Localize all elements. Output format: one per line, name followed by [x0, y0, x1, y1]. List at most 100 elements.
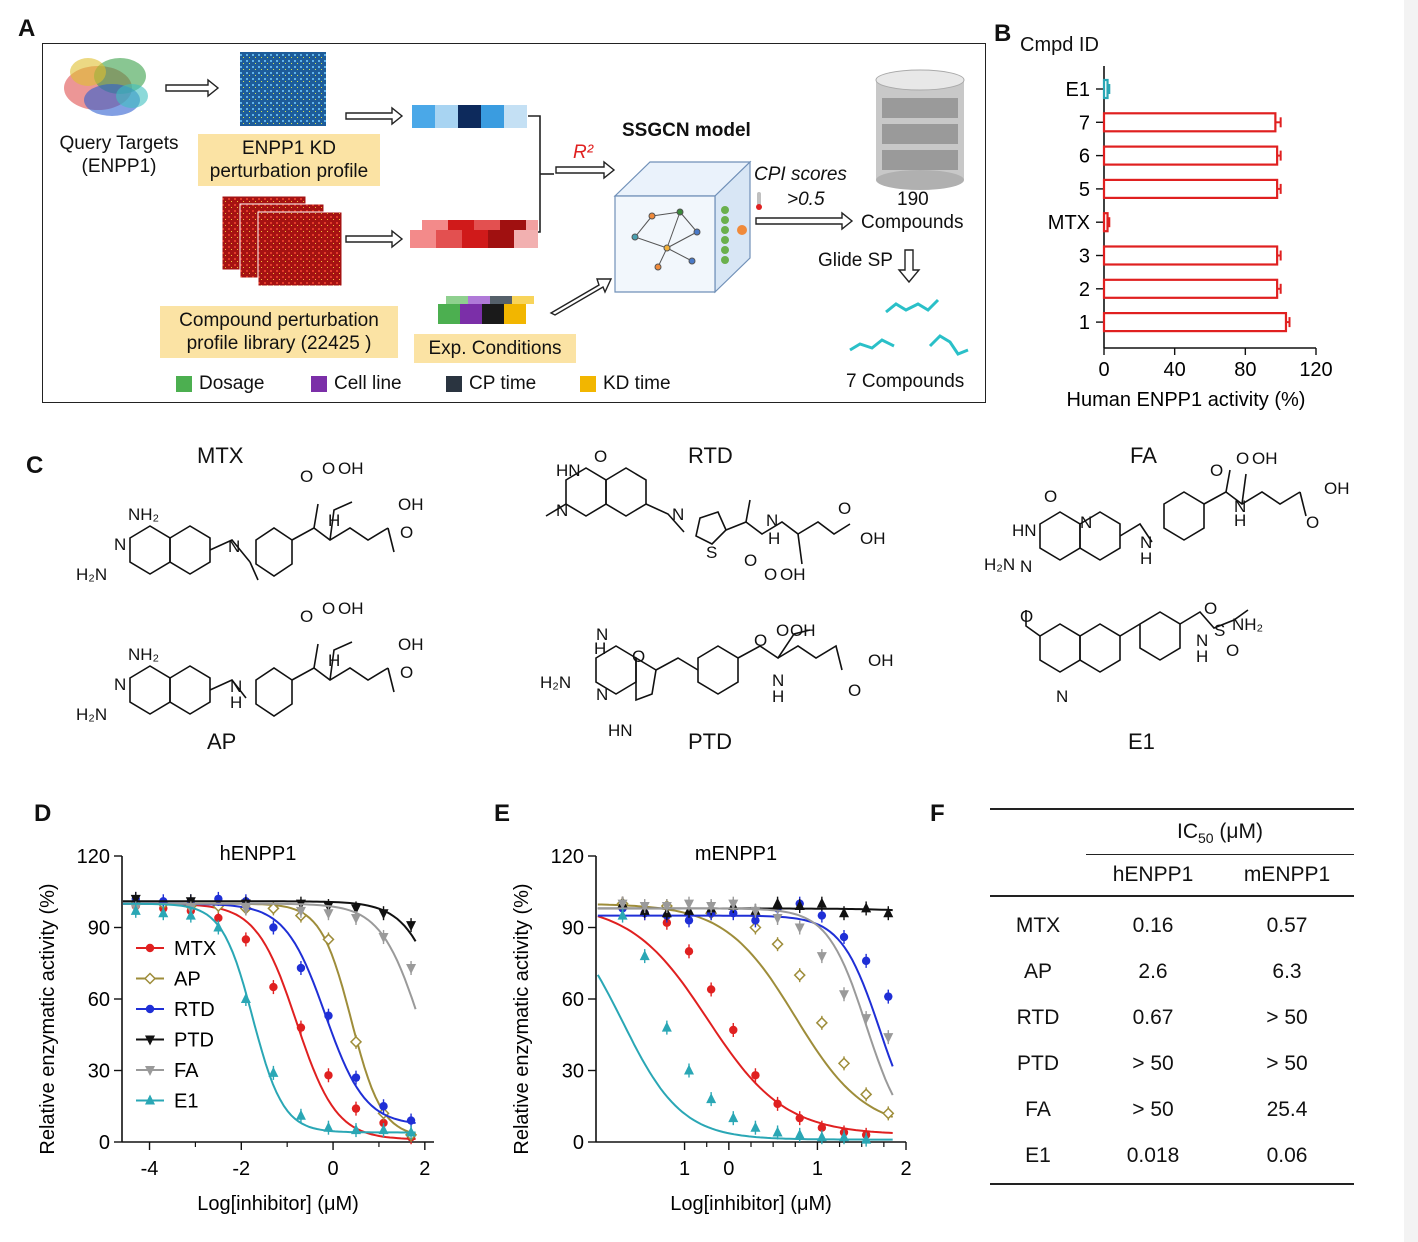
svg-text:N: N — [1080, 513, 1092, 532]
category-label: E1 — [1066, 79, 1090, 101]
x-tick-label: 1 — [812, 1158, 823, 1180]
table-row: RTD 0.67 > 50 — [990, 995, 1354, 1041]
legend-kdtime-swatch — [580, 376, 596, 392]
data-point — [794, 923, 805, 934]
compounds-190-label: Compounds — [861, 212, 964, 233]
data-point — [861, 902, 872, 913]
chart-title: hENPP1 — [220, 843, 297, 865]
svg-text:OH: OH — [860, 529, 886, 548]
svg-text:O: O — [1204, 599, 1217, 618]
data-point — [793, 969, 806, 982]
legend-label-ptd: PTD — [174, 1030, 214, 1052]
svg-text:O: O — [1210, 461, 1223, 480]
svg-text:OH: OH — [338, 599, 364, 618]
svg-text:H: H — [1234, 511, 1246, 530]
svg-text:N: N — [766, 511, 778, 530]
fa-name: FA — [1130, 443, 1157, 468]
data-point — [406, 964, 417, 975]
data-point — [378, 909, 389, 920]
x-tick-label: 80 — [1234, 359, 1256, 381]
series-e1 — [596, 908, 893, 1147]
data-point — [839, 907, 849, 918]
compounds-7-label: 7 Compounds — [846, 371, 965, 392]
ptd-structure-icon — [595, 629, 843, 702]
svg-text:OH: OH — [868, 651, 894, 670]
svg-text:O: O — [848, 681, 861, 700]
category-label: 7 — [1079, 112, 1090, 134]
data-point — [269, 982, 278, 992]
svg-text:O: O — [1044, 487, 1057, 506]
legend-label-rtd: RTD — [174, 999, 215, 1021]
svg-text:HN: HN — [556, 461, 581, 480]
svg-text:N: N — [114, 675, 126, 694]
data-point — [267, 902, 280, 915]
legend-kdtime-label: KD time — [603, 373, 671, 394]
data-point — [351, 1124, 361, 1135]
ic50-table-body: MTX 0.16 0.57 AP 2.6 6.3 RTD 0.67 > 50 PTD > 50 > 5… — [990, 897, 1354, 1179]
data-point — [406, 921, 417, 932]
panel-b-header: Cmpd ID — [1020, 34, 1099, 56]
cell-henpp1: 2.6 — [1138, 960, 1168, 984]
data-point — [661, 902, 672, 913]
svg-text:O: O — [1236, 449, 1249, 468]
fit-curve — [122, 900, 417, 942]
svg-text:N: N — [114, 535, 126, 554]
x-axis-title: Log[inhibitor] (μM) — [197, 1193, 359, 1215]
y-axis-title: Relative enzymatic activity (%) — [37, 883, 59, 1154]
svg-text:O: O — [1226, 641, 1239, 660]
data-point — [269, 923, 278, 932]
y-tick-label: 0 — [99, 1132, 110, 1154]
data-point — [295, 906, 306, 917]
panel-d-chart: 0 30 60 90 120 -4 -2 0 2 Log[inhibitor] (μM) Relat… — [37, 843, 434, 1215]
category-label: 1 — [1079, 312, 1090, 334]
panel-c-letter: C — [26, 452, 44, 479]
svg-text:O: O — [322, 599, 335, 618]
data-point — [728, 899, 739, 910]
svg-text:N: N — [1234, 497, 1246, 516]
data-point — [837, 1057, 851, 1070]
svg-text:O: O — [744, 551, 757, 570]
row-name: MTX — [1015, 914, 1061, 938]
data-point — [351, 904, 361, 915]
svg-text:OH: OH — [338, 459, 364, 478]
legend-label-ap: AP — [174, 969, 201, 991]
cell-menpp1: > 50 — [1266, 1052, 1308, 1076]
svg-text:OH: OH — [790, 621, 816, 640]
svg-text:O: O — [838, 499, 851, 518]
legend-dosage-swatch — [176, 376, 192, 392]
legend-cptime-swatch — [446, 376, 462, 392]
data-point — [145, 1004, 155, 1014]
condition-vector — [438, 296, 534, 324]
cell-menpp1: > 50 — [1266, 1006, 1308, 1030]
data-point — [406, 1126, 417, 1137]
cell-menpp1: 25.4 — [1266, 1098, 1308, 1122]
category-label: 2 — [1079, 279, 1090, 301]
exp-conditions-tag: Exp. Conditions — [414, 334, 576, 363]
table-row: MTX 0.16 0.57 — [990, 903, 1354, 949]
series-rtd — [122, 891, 416, 1128]
data-point — [349, 1035, 363, 1048]
model-label: SSGCN model — [622, 120, 751, 141]
data-point — [379, 1118, 388, 1128]
data-point — [839, 1131, 849, 1142]
svg-text:N: N — [596, 685, 608, 704]
y-tick-label: 30 — [562, 1061, 584, 1083]
row-name: E1 — [1025, 1144, 1051, 1168]
svg-text:O: O — [300, 607, 313, 626]
data-point — [378, 933, 389, 944]
chart-title: mENPP1 — [695, 843, 777, 865]
y-tick-label: 90 — [88, 918, 110, 940]
data-point — [324, 1071, 333, 1080]
svg-text:H: H — [230, 693, 242, 712]
x-tick-label: 1 — [679, 1158, 690, 1180]
svg-text:N: N — [1140, 533, 1152, 552]
data-point — [795, 1113, 804, 1123]
x-tick-label: -4 — [141, 1158, 159, 1180]
data-point — [296, 963, 306, 973]
svg-text:S: S — [1214, 621, 1225, 640]
data-point — [839, 990, 849, 1001]
series-rtd — [597, 896, 894, 1067]
data-point — [617, 899, 628, 910]
y-axis-title: Relative enzymatic activity (%) — [511, 883, 533, 1154]
